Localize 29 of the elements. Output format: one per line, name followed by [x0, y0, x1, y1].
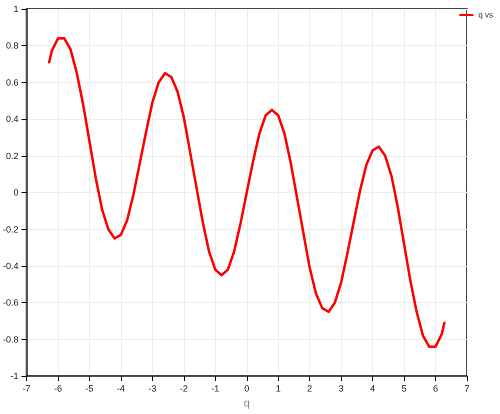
x-tick-label: 2: [307, 384, 312, 394]
y-tick-label: 0.6: [6, 77, 19, 88]
x-tick-label: 0: [244, 384, 250, 394]
y-tick-label: -0.6: [2, 298, 19, 308]
x-tick-label: -2: [180, 384, 188, 394]
y-tick-label: -0.8: [2, 334, 19, 344]
y-tick-label: 0.8: [6, 40, 19, 51]
x-tick-label: -5: [85, 384, 94, 394]
x-tick-label: 1: [276, 384, 281, 394]
y-tick-label: 0: [13, 188, 19, 198]
x-tick-label: 7: [464, 384, 470, 394]
x-tick-label: 6: [433, 384, 438, 394]
x-tick-label: -7: [22, 384, 31, 394]
y-tick-label: 0.4: [6, 114, 19, 124]
x-tick-label: 3: [338, 384, 344, 394]
x-tick-label: 4: [370, 384, 376, 394]
x-tick-label: -3: [148, 384, 156, 394]
y-tick-label: 1: [13, 4, 19, 14]
x-tick-label: 5: [402, 384, 407, 394]
y-tick-label: -0.4: [2, 260, 19, 271]
y-tick-label: -0.2: [2, 224, 19, 234]
x-tick-label: -4: [116, 384, 125, 394]
y-tick-label: 0.2: [6, 150, 19, 161]
x-axis-title: q: [244, 398, 250, 410]
y-tick-label: -1: [10, 371, 19, 382]
x-tick-label: -1: [211, 384, 220, 394]
line-series: [48, 37, 446, 348]
x-tick-label: -6: [54, 384, 62, 394]
legend-label: q vs: [478, 10, 493, 20]
